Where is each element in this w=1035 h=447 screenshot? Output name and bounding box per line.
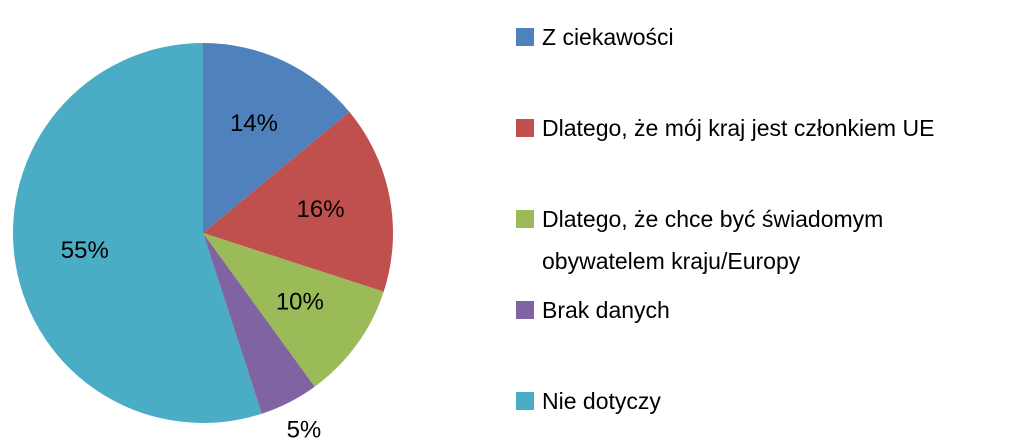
legend-label: Z ciekawości — [542, 24, 674, 50]
data-label: 5% — [287, 416, 322, 443]
legend-swatch — [516, 119, 534, 137]
legend-label: Dlatego, że chce być świadomym obywatele… — [542, 206, 884, 274]
legend-swatch — [516, 301, 534, 319]
legend-item: Dlatego, że mój kraj jest członkiem UE — [516, 112, 1026, 149]
data-label: 14% — [230, 110, 278, 137]
pie-slice — [203, 111, 393, 292]
legend-item: Dlatego, że chce być świadomym obywatele… — [516, 203, 1026, 282]
data-label: 55% — [61, 237, 109, 264]
legend-label: Brak danych — [542, 297, 670, 323]
legend-label: Nie dotyczy — [542, 388, 661, 414]
pie-slice — [13, 43, 262, 423]
legend-item: Brak danych — [516, 294, 1026, 331]
data-label: 10% — [276, 289, 324, 316]
legend-swatch — [516, 392, 534, 410]
legend-item: Z ciekawości — [516, 21, 1026, 58]
pie-slice — [203, 43, 350, 233]
legend-swatch — [516, 210, 534, 228]
legend-swatch — [516, 28, 534, 46]
pie-slice — [203, 233, 384, 387]
data-label: 16% — [297, 196, 345, 223]
pie-slice — [203, 233, 315, 414]
legend-item: Nie dotyczy — [516, 385, 1026, 422]
legend-label: Dlatego, że mój kraj jest członkiem UE — [542, 115, 935, 141]
